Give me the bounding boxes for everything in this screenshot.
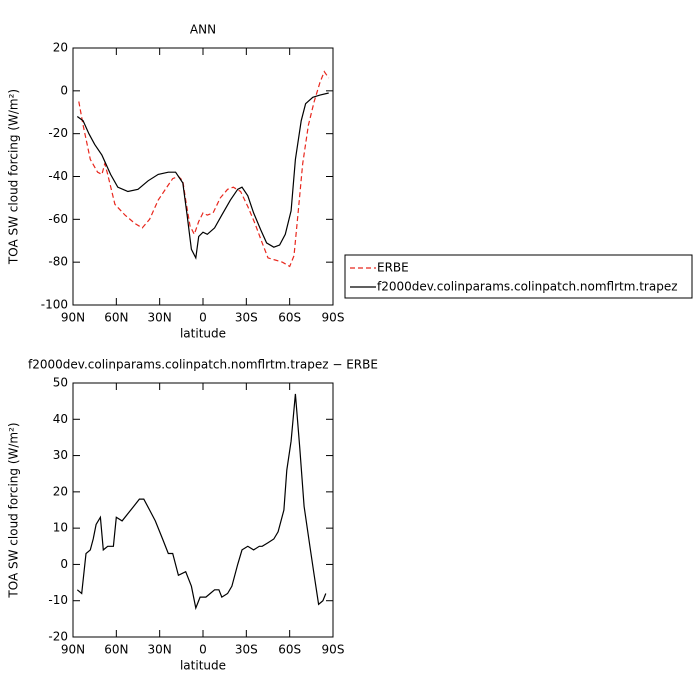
plot-frame (72, 382, 334, 638)
x-tick-label: 60N (104, 311, 128, 325)
chart-title: ANN (190, 23, 216, 37)
x-tick-label: 90N (61, 311, 85, 325)
y-tick-label: 30 (53, 448, 68, 462)
data-line (78, 70, 330, 268)
y-tick-label: 0 (60, 83, 68, 97)
x-tick-label: 30N (148, 311, 172, 325)
x-tick-label: 30S (235, 643, 258, 657)
y-tick-label: -100 (41, 298, 68, 312)
x-tick-label: 60S (278, 311, 301, 325)
x-tick-label: 0 (199, 643, 207, 657)
y-tick-label: -80 (48, 255, 68, 269)
y-tick-label: -60 (48, 212, 68, 226)
y-tick-label: 20 (53, 484, 68, 498)
x-tick-label: 90N (61, 643, 85, 657)
data-line (76, 393, 327, 611)
x-axis-label: latitude (180, 327, 226, 341)
y-tick-label: -20 (48, 126, 68, 140)
x-tick-label: 60N (104, 643, 128, 657)
x-tick-label: 90S (322, 643, 345, 657)
y-axis-label: TOA SW cloud forcing (W/m²) (7, 422, 21, 598)
x-axis-label: latitude (180, 659, 226, 673)
data-line (76, 92, 329, 260)
y-axis-label: TOA SW cloud forcing (W/m²) (7, 89, 21, 265)
legend-box (344, 254, 693, 299)
y-tick-label: -10 (48, 593, 68, 607)
y-tick-label: 50 (53, 376, 68, 390)
x-tick-label: 90S (322, 311, 345, 325)
y-tick-label: 10 (53, 521, 68, 535)
x-tick-label: 60S (278, 643, 301, 657)
y-tick-label: -20 (48, 630, 68, 644)
y-tick-label: 0 (60, 557, 68, 571)
legend-label: f2000dev.colinparams.colinpatch.nomflrtm… (377, 280, 678, 294)
chart-title: f2000dev.colinparams.colinpatch.nomflrtm… (28, 358, 378, 372)
x-tick-label: 30S (235, 311, 258, 325)
y-tick-label: -40 (48, 169, 68, 183)
x-tick-label: 30N (148, 643, 172, 657)
legend-label: ERBE (377, 261, 409, 275)
y-tick-label: 20 (53, 41, 68, 55)
y-tick-label: 40 (53, 412, 68, 426)
x-tick-label: 0 (199, 311, 207, 325)
